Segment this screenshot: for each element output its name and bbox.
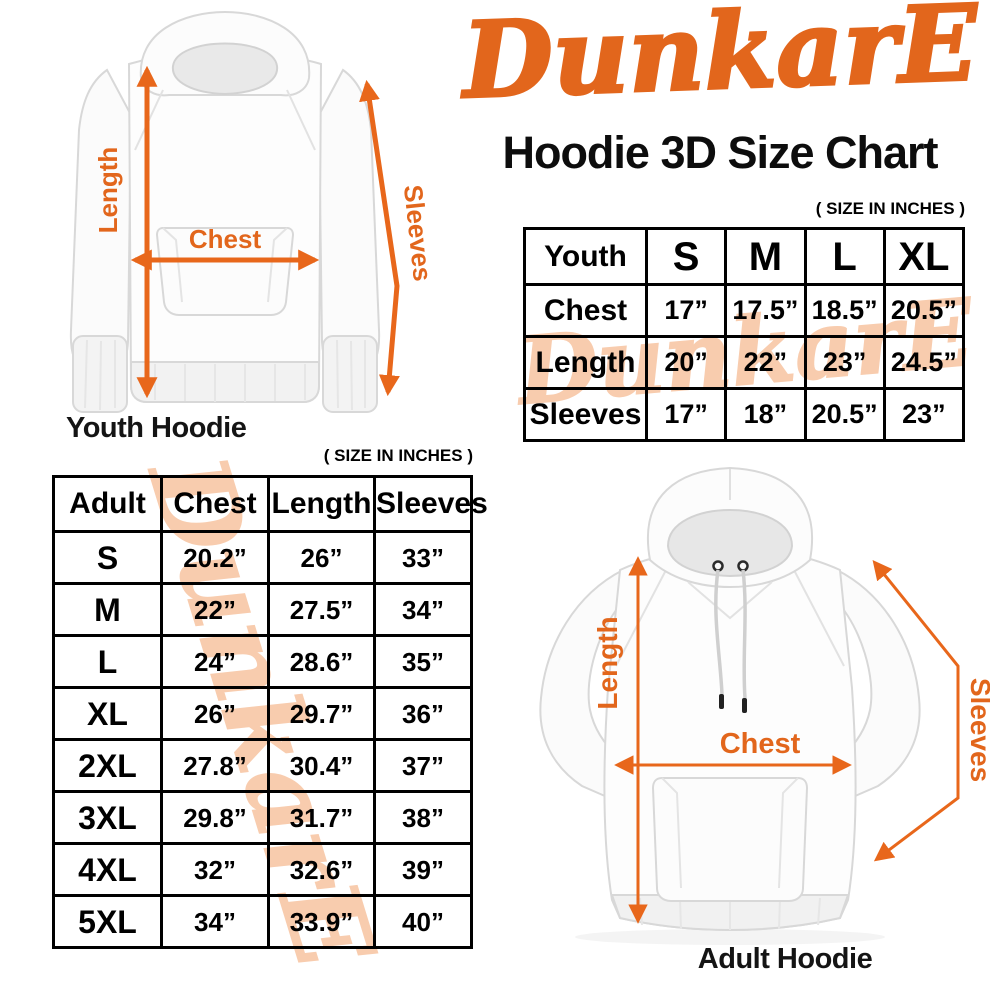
size-cell: 32” [160,842,270,897]
size-cell: 29.8” [160,790,270,845]
youth-chest-label: Chest [189,224,262,254]
table-row: Length 20” 22” 23” 24.5” [523,335,966,390]
size-cell: 40” [373,894,473,949]
youth-size-unit-note: ( SIZE IN INCHES ) [815,199,965,218]
size-cell: 20.5” [882,283,966,338]
size-cell: 33.9” [267,894,376,949]
row-header: M [52,582,163,637]
adult-header-row: Adult Chest Length Sleeves [52,475,488,533]
size-cell: 18” [724,387,807,442]
youth-sleeves-label: Sleeves [398,183,438,282]
size-cell: 38” [373,790,473,845]
youth-hoodie-caption: Youth Hoodie [66,412,247,444]
size-cell: 24” [160,634,270,689]
size-cell: 22” [160,582,270,637]
table-row: S 20.2” 26” 33” [52,530,473,585]
row-header: 5XL [52,894,163,949]
adult-hoodie-caption: Adult Hoodie [697,943,873,975]
adult-sleeves-label: Sleeves [965,678,990,782]
column-header: Adult [52,475,163,533]
table-row: 4XL 32” 32.6” 39” [52,842,473,897]
size-cell: 20.2” [160,530,270,585]
size-cell: 17” [644,283,728,338]
size-cell: 34” [160,894,270,949]
row-header: L [52,634,163,689]
size-cell: 32.6” [267,842,376,897]
table-row: 3XL 29.8” 31.7” 38” [52,790,473,845]
size-cell: 33” [373,530,473,585]
table-row: L 24” 28.6” 35” [52,634,473,689]
row-header: 4XL [52,842,163,897]
size-cell: 30.4” [267,738,376,793]
adult-sleeves-arrow [872,559,960,862]
column-header: M [724,227,807,286]
size-cell: 23” [882,387,966,442]
youth-hoodie-image: Length Chest Sleeves [69,10,438,413]
size-cell: 26” [267,530,376,585]
size-cell: 36” [373,686,473,741]
row-header: 3XL [52,790,163,845]
table-row: M 22” 27.5” 34” [52,582,473,637]
table-row: Sleeves 17” 18” 20.5” 23” [523,387,966,442]
size-cell: 28.6” [267,634,376,689]
size-cell: 29.7” [267,686,376,741]
column-header: Sleeves [373,475,488,533]
row-header: S [52,530,163,585]
table-row: 5XL 34” 33.9” 40” [52,894,473,949]
size-cell: 26” [160,686,270,741]
adult-chest-label: Chest [720,728,801,760]
column-header: XL [882,227,966,286]
size-cell: 35” [373,634,473,689]
brand-logo: DunkarE [459,0,981,123]
size-cell: 20.5” [803,387,886,442]
row-header: Chest [523,283,648,338]
row-header: XL [52,686,163,741]
column-header: Youth [523,227,648,286]
size-cell: 18.5” [803,283,886,338]
size-cell: 37” [373,738,473,793]
size-cell: 34” [373,582,473,637]
youth-sleeves-arrow [359,79,400,397]
table-row: XL 26” 29.7” 36” [52,686,473,741]
column-header: L [803,227,886,286]
row-header: 2XL [52,738,163,793]
youth-size-table: Youth S M L XL Chest 17” 17.5” 18.5” 20.5” Length… [523,227,966,442]
size-cell: 22” [724,335,807,390]
row-header: Length [523,335,648,390]
adult-length-label: Length [592,616,623,709]
size-cell: 39” [373,842,473,897]
row-header: Sleeves [523,387,648,442]
size-cell: 31.7” [267,790,376,845]
adult-size-table: Adult Chest Length Sleeves S 20.2” 26” 33” M 22”… [52,475,488,949]
size-cell: 27.8” [160,738,270,793]
adult-hoodie-image: Length Chest Sleeves [539,466,990,945]
table-row: Chest 17” 17.5” 18.5” 20.5” [523,283,966,338]
size-cell: 17” [644,387,728,442]
adult-size-unit-note: ( SIZE IN INCHES ) [323,446,473,465]
column-header: S [644,227,728,286]
column-header: Length [267,475,376,533]
page-title: Hoodie 3D Size Chart [502,127,938,178]
size-cell: 24.5” [882,335,966,390]
youth-header-row: Youth S M L XL [523,227,966,286]
column-header: Chest [160,475,270,533]
size-cell: 23” [803,335,886,390]
youth-length-label: Length [93,147,123,234]
size-cell: 27.5” [267,582,376,637]
size-cell: 20” [644,335,728,390]
size-cell: 17.5” [724,283,807,338]
table-row: 2XL 27.8” 30.4” 37” [52,738,473,793]
